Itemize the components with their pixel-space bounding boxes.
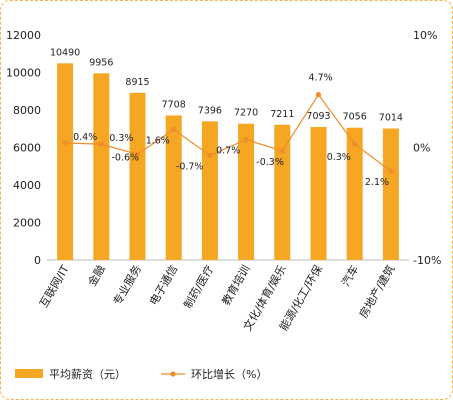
y-right-tick-label: -10% bbox=[413, 254, 441, 267]
bar-value-label: 7211 bbox=[270, 109, 294, 120]
category-label: 教育培训 bbox=[219, 263, 253, 308]
y-left-tick-label: 2000 bbox=[13, 217, 41, 230]
growth-value-label: -0.6% bbox=[112, 152, 140, 163]
growth-value-label: -0.7% bbox=[176, 161, 204, 172]
growth-value-label: 2.1% bbox=[365, 177, 389, 188]
category-label: 电子通信 bbox=[147, 263, 180, 308]
category-label: 房地产/建筑 bbox=[356, 263, 397, 321]
bar-value-label: 7708 bbox=[162, 99, 186, 110]
bar-value-label: 7270 bbox=[234, 108, 258, 119]
category-label: 制药/医疗 bbox=[181, 263, 217, 311]
bar-value-label: 7396 bbox=[198, 105, 222, 116]
bar-value-label: 9956 bbox=[89, 57, 113, 68]
bar-value-label: 8915 bbox=[125, 77, 149, 88]
bar-value-label: 7093 bbox=[306, 111, 330, 122]
bar-value-label: 10490 bbox=[50, 47, 80, 58]
growth-marker bbox=[388, 168, 394, 174]
legend-line-marker bbox=[170, 371, 176, 377]
bar bbox=[201, 121, 218, 260]
y-right-tick-label: 10% bbox=[413, 29, 437, 42]
growth-marker bbox=[352, 141, 358, 147]
y-left-tick-label: 4000 bbox=[13, 179, 41, 192]
growth-marker bbox=[62, 140, 68, 146]
category-label: 汽车 bbox=[338, 263, 361, 289]
category-label: 互联网/IT bbox=[37, 263, 72, 310]
bar bbox=[129, 92, 146, 260]
legend-bar-label: 平均薪资（元） bbox=[49, 368, 126, 381]
growth-value-label: 0.7% bbox=[216, 146, 240, 157]
bar bbox=[238, 123, 255, 260]
legend-bar-swatch bbox=[15, 369, 43, 378]
growth-value-label: 4.7% bbox=[309, 73, 333, 84]
legend-line-label: 环比增长（%） bbox=[191, 367, 267, 381]
growth-value-label: 0.3% bbox=[327, 152, 351, 163]
growth-line bbox=[65, 93, 392, 172]
bar bbox=[57, 63, 74, 260]
y-left-tick-label: 8000 bbox=[13, 104, 41, 117]
growth-marker bbox=[243, 137, 249, 143]
y-right-tick-label: 0% bbox=[413, 142, 430, 155]
bar bbox=[346, 127, 363, 260]
bar bbox=[274, 124, 291, 260]
y-left-tick-label: 0 bbox=[34, 254, 41, 267]
bar-value-label: 7014 bbox=[379, 112, 403, 123]
growth-marker bbox=[98, 141, 104, 147]
bar bbox=[310, 127, 327, 260]
bar bbox=[165, 115, 182, 260]
bar bbox=[93, 73, 110, 260]
y-left-tick-label: 10000 bbox=[6, 67, 41, 80]
bar-value-label: 7056 bbox=[343, 112, 367, 123]
y-left-tick-label: 12000 bbox=[6, 29, 41, 42]
growth-marker bbox=[315, 92, 322, 98]
growth-marker bbox=[134, 151, 141, 157]
growth-value-label: 0.4% bbox=[73, 132, 97, 143]
growth-marker bbox=[207, 152, 213, 158]
y-left-tick-label: 6000 bbox=[13, 142, 41, 155]
category-label: 金融 bbox=[85, 263, 108, 289]
category-label: 专业服务 bbox=[110, 263, 144, 308]
growth-marker bbox=[279, 148, 285, 154]
growth-value-label: 1.6% bbox=[146, 136, 170, 147]
bar bbox=[382, 128, 399, 260]
growth-value-label: -0.3% bbox=[256, 157, 284, 168]
growth-marker bbox=[171, 126, 177, 133]
growth-value-label: 0.3% bbox=[109, 133, 133, 144]
